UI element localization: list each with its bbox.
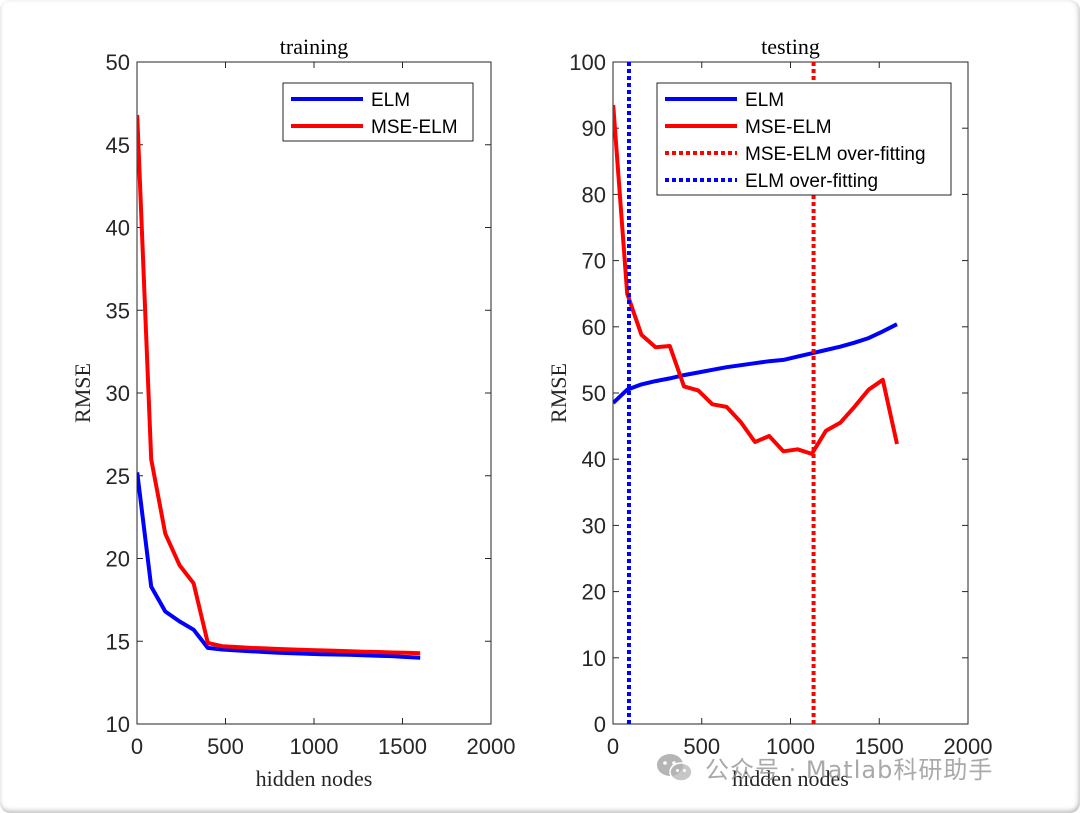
x-tick-label: 1000 bbox=[290, 734, 339, 759]
y-tick-label: 10 bbox=[106, 712, 130, 737]
x-tick-label: 500 bbox=[683, 734, 720, 759]
series-elm bbox=[613, 322, 898, 405]
y-tick-label: 50 bbox=[582, 381, 606, 406]
legend-label: MSE-ELM over-fitting bbox=[745, 144, 926, 165]
chart-title: testing bbox=[761, 34, 820, 59]
legend-label: MSE-ELM bbox=[371, 117, 458, 138]
x-axis-label: hidden nodes bbox=[256, 766, 373, 791]
watermark-text: 公众号 · Matlab科研助手 bbox=[705, 756, 994, 784]
series-mse-elm bbox=[137, 114, 421, 656]
x-tick-label: 2000 bbox=[467, 734, 516, 759]
legend: ELM MSE-ELM MSE-ELM over-fitting ELM over-f… bbox=[656, 82, 952, 196]
y-tick-label: 60 bbox=[582, 315, 606, 340]
y-tick-label: 0 bbox=[594, 712, 606, 737]
y-tick-label: 20 bbox=[582, 580, 606, 605]
y-tick-label: 100 bbox=[569, 50, 606, 75]
legend: ELM MSE-ELM bbox=[282, 82, 474, 142]
watermark: 公众号 · Matlab科研助手 bbox=[655, 750, 993, 785]
x-tick-label: 500 bbox=[207, 734, 244, 759]
x-tick-label: 0 bbox=[607, 734, 619, 759]
chart-testing: 0 500 1000 1500 2000 0 10 20 30 40 50 60 70 80 90 100 te… bbox=[546, 34, 992, 791]
data-layer bbox=[613, 62, 899, 724]
x-tick-label: 1000 bbox=[766, 734, 815, 759]
wechat-icon bbox=[657, 753, 693, 782]
y-tick-label: 25 bbox=[106, 464, 130, 489]
legend-label: ELM bbox=[371, 90, 410, 111]
y-axis-label: RMSE bbox=[70, 363, 95, 423]
y-tick-label: 20 bbox=[106, 547, 130, 572]
legend-label: MSE-ELM bbox=[745, 117, 832, 138]
y-tick-label: 30 bbox=[582, 513, 606, 538]
y-tick-label: 45 bbox=[106, 133, 130, 158]
y-tick-label: 40 bbox=[582, 447, 606, 472]
y-tick-label: 30 bbox=[106, 381, 130, 406]
x-axis-label: hidden nodes bbox=[732, 766, 849, 791]
series-mse-elm bbox=[613, 104, 899, 456]
x-tick-label: 2000 bbox=[944, 734, 993, 759]
x-tick-label: 1500 bbox=[378, 734, 427, 759]
y-tick-label: 80 bbox=[582, 182, 606, 207]
y-tick-label: 50 bbox=[106, 50, 130, 75]
x-tick-label: 1500 bbox=[855, 734, 904, 759]
legend-label: ELM bbox=[745, 90, 784, 111]
legend-box bbox=[656, 82, 952, 196]
chart-training: 0 500 1000 1500 2000 10 15 20 25 30 35 40 45 50 traini… bbox=[70, 34, 515, 791]
legend-label: ELM over-fitting bbox=[745, 171, 878, 192]
y-tick-label: 40 bbox=[106, 216, 130, 241]
series-elm bbox=[137, 472, 421, 660]
y-tick-label: 35 bbox=[106, 298, 130, 323]
data-layer bbox=[137, 114, 421, 660]
axes-box bbox=[136, 61, 492, 725]
x-tick-label: 0 bbox=[131, 734, 143, 759]
y-tick-label: 15 bbox=[106, 629, 130, 654]
y-tick-label: 10 bbox=[582, 646, 606, 671]
y-axis-label: RMSE bbox=[546, 363, 571, 423]
y-tick-label: 70 bbox=[582, 249, 606, 274]
legend-box bbox=[282, 82, 474, 142]
chart-title: training bbox=[280, 34, 348, 59]
y-tick-label: 90 bbox=[582, 116, 606, 141]
